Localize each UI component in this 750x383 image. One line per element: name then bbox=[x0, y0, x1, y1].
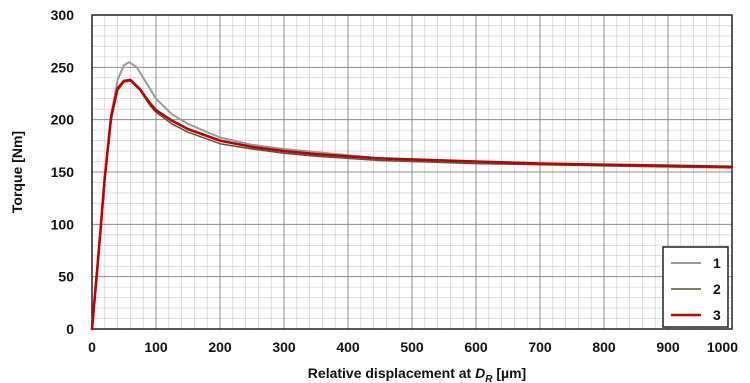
x-axis-label-main: Relative displacement at bbox=[308, 365, 475, 381]
x-axis-label-unit: [µm] bbox=[492, 365, 526, 381]
y-axis-label: Torque [Nm] bbox=[9, 131, 25, 213]
y-tick-label: 50 bbox=[58, 269, 74, 285]
y-tick-label: 100 bbox=[51, 216, 75, 232]
x-tick-label: 500 bbox=[400, 339, 424, 355]
legend-label-2: 2 bbox=[713, 281, 721, 297]
series-line-3 bbox=[90, 78, 734, 331]
legend-box bbox=[662, 246, 729, 328]
y-tick-label: 150 bbox=[51, 164, 75, 180]
x-tick-label: 200 bbox=[208, 339, 232, 355]
x-tick-label: 0 bbox=[88, 339, 96, 355]
series-layer bbox=[90, 61, 734, 331]
y-axis-ticks: 0 50 100 150 200 250 300 bbox=[51, 7, 75, 337]
x-tick-label: 400 bbox=[336, 339, 360, 355]
y-tick-label: 200 bbox=[51, 112, 75, 128]
x-axis-label-sub: R bbox=[485, 374, 493, 383]
x-tick-label: 300 bbox=[272, 339, 296, 355]
y-tick-label: 0 bbox=[66, 321, 74, 337]
plot-frame bbox=[91, 14, 733, 330]
x-tick-label: 700 bbox=[528, 339, 552, 355]
x-tick-label: 800 bbox=[592, 339, 616, 355]
x-tick-label: 1000 bbox=[707, 339, 738, 355]
x-tick-label: 600 bbox=[464, 339, 488, 355]
legend: 1 2 3 bbox=[662, 246, 729, 328]
major-grid bbox=[91, 14, 733, 330]
x-tick-label: 100 bbox=[144, 339, 168, 355]
x-axis-label: Relative displacement at DR [µm] bbox=[308, 365, 526, 383]
x-axis-label-var: D bbox=[475, 365, 485, 381]
x-tick-label: 900 bbox=[656, 339, 680, 355]
legend-label-3: 3 bbox=[713, 307, 721, 323]
x-axis-ticks: 0 100 200 300 400 500 600 700 800 900 1000 bbox=[88, 339, 738, 355]
legend-label-1: 1 bbox=[713, 255, 721, 271]
y-tick-label: 250 bbox=[51, 59, 75, 75]
y-tick-label: 300 bbox=[51, 7, 75, 23]
